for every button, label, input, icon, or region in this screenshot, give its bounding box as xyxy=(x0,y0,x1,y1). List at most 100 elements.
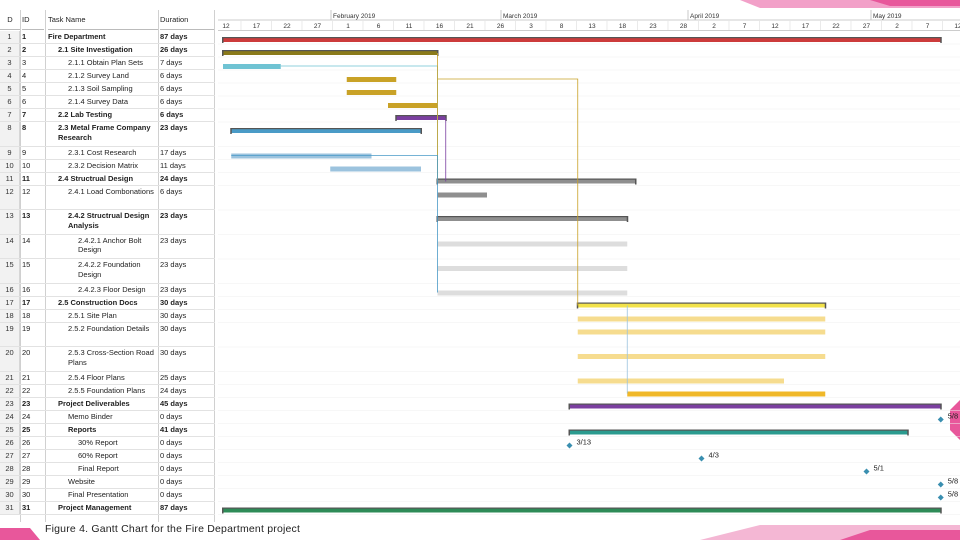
table-row[interactable]: 1 1 Fire Department 87 days xyxy=(0,31,215,44)
table-row[interactable]: 15 15 2.4.2.2 Foundation Design 23 days xyxy=(0,259,215,284)
summary-bar-edge xyxy=(223,37,941,39)
task-duration: 6 days xyxy=(160,97,183,106)
pink-bottom-shape xyxy=(0,528,40,540)
table-row[interactable]: 14 14 2.4.2.1 Anchor Bolt Design 23 days xyxy=(0,234,215,259)
task-name: 2.5.2 Foundation Details xyxy=(68,323,150,333)
task-duration: 41 days xyxy=(160,424,188,434)
table-row[interactable]: 12 12 2.4.1 Load Combonations 6 days xyxy=(0,185,215,210)
table-row[interactable]: 17 17 2.5 Construction Docs 30 days xyxy=(0,296,215,310)
table-row[interactable]: 6 6 2.1.4 Survey Data 6 days xyxy=(0,96,215,109)
table-row[interactable]: 19 19 2.5.2 Foundation Details 30 days xyxy=(0,322,215,347)
task-bar xyxy=(396,116,446,120)
summary-bar-cap xyxy=(907,429,909,436)
table-row[interactable]: 16 16 2.4.2.3 Floor Design 23 days xyxy=(0,283,215,297)
day-tick-label: 12 xyxy=(771,23,779,30)
task-id: 29 xyxy=(22,476,31,486)
task-bar xyxy=(223,51,438,55)
task-bar xyxy=(346,77,397,82)
pink-bottom-shape xyxy=(840,530,960,540)
milestone-diamond xyxy=(937,416,944,423)
row-number: 31 xyxy=(0,501,20,514)
summary-bar-cap xyxy=(626,216,629,222)
task-id: 8 xyxy=(22,123,27,132)
task-bar xyxy=(569,430,908,435)
table-row[interactable]: 29 29 Website 0 days xyxy=(0,475,215,489)
task-id: 31 xyxy=(22,502,31,512)
day-tick-label: 17 xyxy=(802,23,810,30)
task-duration: 30 days xyxy=(160,348,187,357)
table-row[interactable]: 24 24 Memo Binder 0 days xyxy=(0,410,215,424)
task-name: 2.4.2.3 Floor Design xyxy=(78,284,146,294)
column-header-id[interactable]: ID xyxy=(22,10,44,30)
task-duration: 6 days xyxy=(160,186,183,196)
task-id: 5 xyxy=(22,84,27,93)
column-header-duration[interactable]: Duration xyxy=(160,10,215,30)
task-id: 17 xyxy=(22,297,31,307)
task-id: 25 xyxy=(22,424,31,434)
table-row[interactable]: 2 2 2.1 Site Investigation 26 days xyxy=(0,44,215,57)
summary-bar-cap xyxy=(568,403,570,410)
table-row[interactable]: 25 25 Reports 41 days xyxy=(0,423,215,437)
task-bar xyxy=(437,290,628,296)
task-bar xyxy=(231,129,421,133)
day-tick-label: 7 xyxy=(743,23,747,30)
table-row[interactable]: 27 27 60% Report 0 days xyxy=(0,449,215,463)
row-number: 15 xyxy=(0,259,20,283)
task-bar xyxy=(437,192,487,198)
milestone-diamond xyxy=(863,468,870,475)
table-row[interactable]: 13 13 2.4.2 Structrual Design Analysis 23 d… xyxy=(0,210,215,235)
task-name: 2.5.3 Cross-Section Road Plans xyxy=(68,348,154,367)
table-row[interactable]: 31 31 Project Management 87 days xyxy=(0,501,215,515)
table-row[interactable]: 21 21 2.5.4 Floor Plans 25 days xyxy=(0,371,215,385)
task-duration: 0 days xyxy=(160,411,183,421)
row-number: 16 xyxy=(0,283,20,296)
table-row[interactable]: 4 4 2.1.2 Survey Land 6 days xyxy=(0,70,215,83)
column-header-task-name[interactable]: Task Name xyxy=(48,10,158,30)
task-bar xyxy=(330,166,421,172)
table-row[interactable]: 7 7 2.2 Lab Testing 6 days xyxy=(0,109,215,122)
day-tick-label: 1 xyxy=(346,23,350,30)
table-row[interactable]: 26 26 30% Report 0 days xyxy=(0,436,215,450)
summary-bar-cap xyxy=(222,507,224,514)
task-id: 14 xyxy=(22,235,31,245)
dependency-line xyxy=(280,65,438,182)
table-row[interactable]: 5 5 2.1.3 Soil Sampling 6 days xyxy=(0,83,215,96)
summary-bar-edge xyxy=(231,128,421,130)
table-row[interactable]: 28 28 Final Report 0 days xyxy=(0,462,215,476)
table-row[interactable]: 30 30 Final Presentation 0 days xyxy=(0,488,215,502)
task-name: 2.4.2.1 Anchor Bolt Design xyxy=(78,235,142,255)
dependency-line xyxy=(437,78,579,306)
task-bar xyxy=(577,303,826,308)
table-row[interactable]: 10 10 2.3.2 Decision Matrix 11 days xyxy=(0,159,215,173)
task-duration: 0 days xyxy=(160,489,183,499)
table-row[interactable]: 22 22 2.5.5 Foundation Plans 24 days xyxy=(0,384,215,398)
task-duration: 6 days xyxy=(160,84,183,93)
task-bar xyxy=(223,38,941,42)
row-number: 28 xyxy=(0,462,20,475)
row-number: 25 xyxy=(0,423,20,436)
table-row[interactable]: 9 9 2.3.1 Cost Research 17 days xyxy=(0,146,215,160)
column-header-rownum[interactable]: D xyxy=(0,10,20,30)
row-number: 2 xyxy=(0,44,20,56)
table-row[interactable]: 18 18 2.5.1 Site Plan 30 days xyxy=(0,309,215,323)
table-row[interactable]: 8 8 2.3 Metal Frame Company Research 23 day… xyxy=(0,122,215,147)
task-duration: 6 days xyxy=(160,110,184,119)
table-row[interactable]: 11 11 2.4 Structrual Design 24 days xyxy=(0,172,215,186)
row-number: 13 xyxy=(0,210,20,234)
task-duration: 87 days xyxy=(160,32,188,41)
milestone-label: 5/1 xyxy=(874,464,884,473)
table-row[interactable]: 20 20 2.5.3 Cross-Section Road Plans 30 day… xyxy=(0,347,215,372)
milestone-diamond xyxy=(566,442,573,449)
task-duration: 0 days xyxy=(160,476,183,486)
column-divider xyxy=(45,10,46,522)
table-row[interactable]: 3 3 2.1.1 Obtain Plan Sets 7 days xyxy=(0,57,215,70)
task-id: 12 xyxy=(22,186,31,196)
task-bar xyxy=(346,90,397,95)
gantt-chart: February 2019 March 2019 April 2019 May 201… xyxy=(218,10,960,515)
task-bar xyxy=(627,391,826,397)
task-bar xyxy=(437,266,628,271)
task-duration: 23 days xyxy=(160,235,187,245)
day-tick-label: 23 xyxy=(649,23,657,30)
table-row[interactable]: 23 23 Project Deliverables 45 days xyxy=(0,397,215,411)
task-bar xyxy=(577,378,784,384)
